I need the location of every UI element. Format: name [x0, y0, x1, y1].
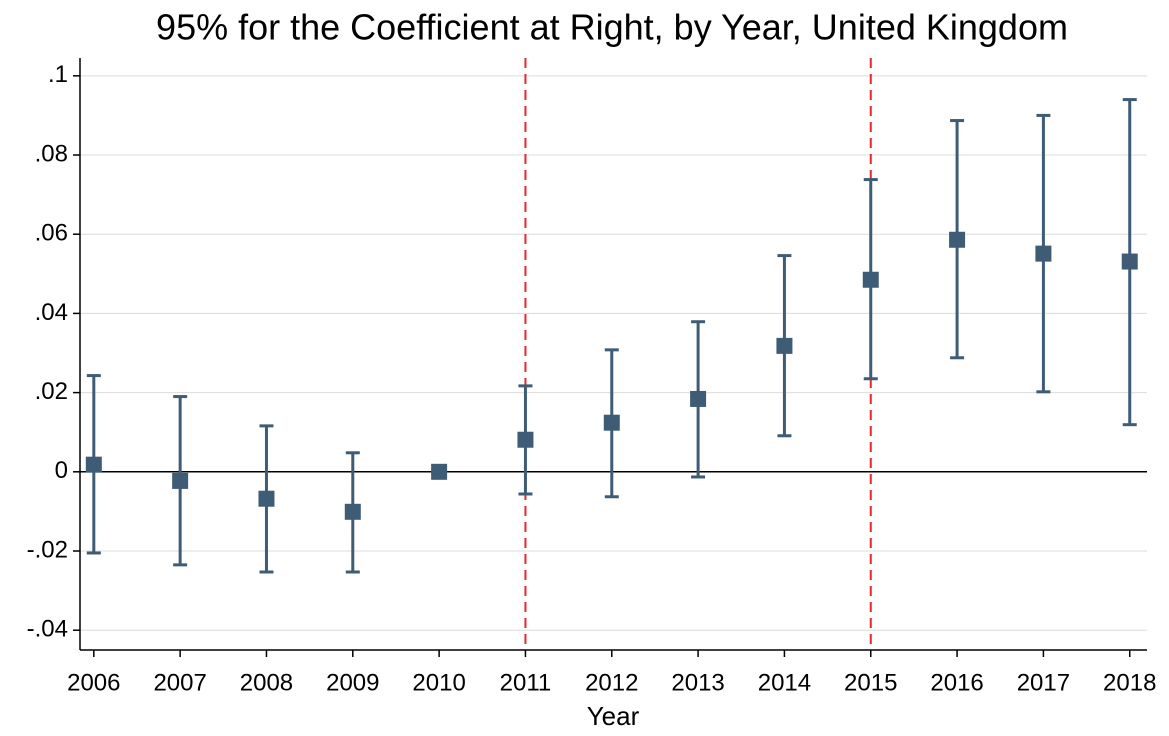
chart-title: 95% for the Coefficient at Right, by Yea… — [156, 7, 1068, 48]
x-tick-label: 2012 — [585, 669, 638, 696]
point — [1121, 253, 1138, 270]
x-tick-label: 2018 — [1103, 669, 1156, 696]
point — [85, 456, 102, 473]
x-tick-label: 2011 — [500, 669, 552, 696]
point — [603, 414, 620, 431]
x-tick-label: 2009 — [326, 669, 379, 696]
point — [776, 337, 793, 354]
x-tick-label: 2017 — [1017, 669, 1070, 696]
x-tick-label: 2006 — [67, 669, 120, 696]
x-tick-label: 2014 — [758, 669, 811, 696]
y-tick-label: .1 — [48, 61, 68, 88]
x-tick-label: 2008 — [240, 669, 293, 696]
point — [1035, 245, 1052, 262]
y-tick-label: .08 — [35, 140, 68, 167]
point — [517, 431, 534, 448]
x-tick-label: 2015 — [844, 669, 897, 696]
point — [431, 463, 448, 480]
y-tick-label: -.04 — [27, 616, 68, 643]
point — [862, 271, 879, 288]
point — [258, 490, 275, 507]
point — [172, 472, 189, 489]
y-tick-label: 0 — [55, 457, 68, 484]
y-tick-label: .04 — [35, 299, 68, 326]
x-tick-label: 2007 — [153, 669, 206, 696]
point — [949, 231, 966, 248]
x-tick-label: 2013 — [671, 669, 724, 696]
x-tick-label: 2016 — [930, 669, 983, 696]
y-tick-label: -.02 — [27, 536, 68, 563]
x-axis-label: Year — [587, 701, 640, 731]
x-tick-label: 2010 — [412, 669, 465, 696]
y-tick-label: .06 — [35, 220, 68, 247]
y-tick-label: .02 — [35, 378, 68, 405]
point — [690, 390, 707, 407]
point — [344, 503, 361, 520]
